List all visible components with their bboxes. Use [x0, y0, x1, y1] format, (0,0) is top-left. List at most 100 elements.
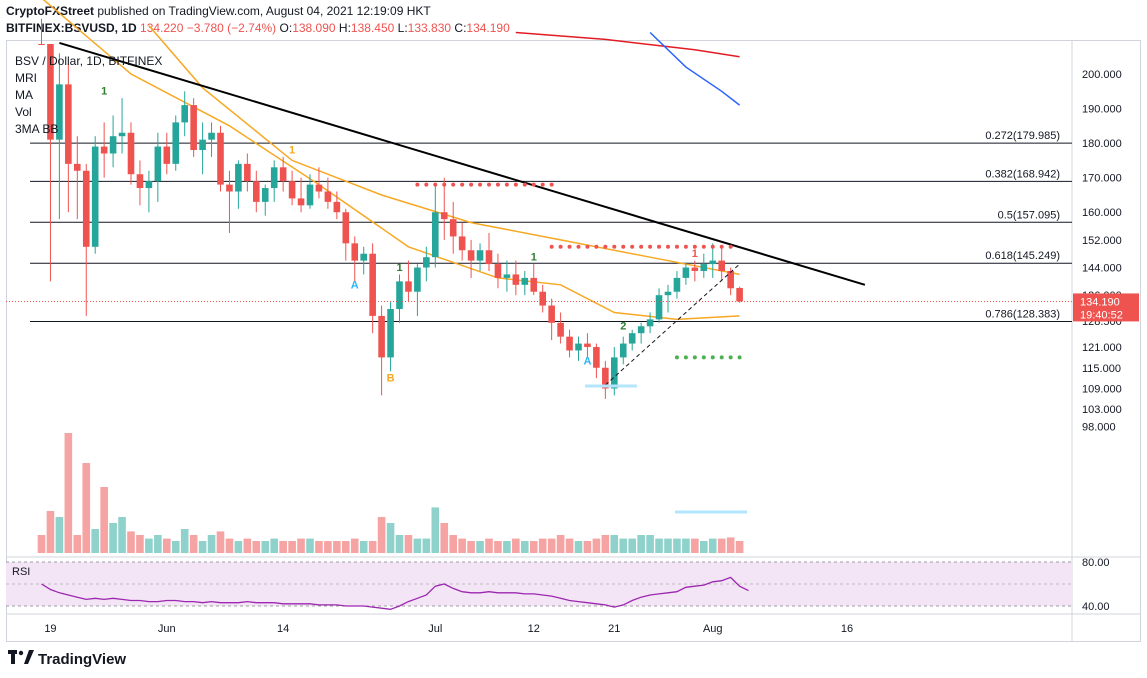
moving-average-orange_ma_short — [42, 0, 740, 321]
candle — [109, 136, 117, 154]
signal-marker: 1 — [692, 248, 698, 260]
candle — [548, 305, 555, 323]
dotted-level-dot — [719, 244, 724, 249]
volume-bar — [529, 541, 538, 553]
dotted-level-dot — [442, 182, 447, 187]
moving-average-red_ma — [515, 31, 740, 58]
rsi-axis-tick: 40.00 — [1082, 601, 1110, 613]
chart-frame[interactable] — [6, 40, 1141, 642]
volume-bar — [431, 507, 440, 553]
dotted-level-dot — [701, 355, 706, 360]
volume-bar — [404, 535, 413, 553]
volume-bar — [261, 541, 270, 553]
legend-vol[interactable]: Vol — [15, 105, 32, 119]
volume-bar — [350, 538, 359, 553]
volume-bar — [37, 535, 46, 553]
close-value: 134.190 — [466, 21, 510, 35]
volume-bar — [368, 541, 377, 553]
candle — [611, 357, 618, 389]
dotted-level-dot — [692, 244, 697, 249]
volume-bar — [225, 538, 234, 553]
signal-marker: 1 — [289, 144, 295, 156]
candle — [575, 343, 582, 351]
publisher-name[interactable]: CryptoFXStreet — [6, 4, 95, 18]
dotted-level-dot — [585, 244, 590, 249]
candle — [557, 322, 564, 337]
close-label: C: — [454, 21, 467, 35]
price-axis-tick: 144.000 — [1082, 263, 1122, 275]
volume-bar — [422, 538, 431, 553]
dotted-level-dot — [549, 182, 554, 187]
dotted-level-dot — [495, 182, 500, 187]
dotted-level-dot — [639, 244, 644, 249]
dotted-level-dot — [558, 244, 563, 249]
symbol-name: BITFINEX:BSVUSD, 1D — [6, 21, 137, 35]
candle — [226, 184, 233, 192]
volume-bar — [619, 538, 628, 553]
dotted-level-dot — [612, 244, 617, 249]
dotted-level-dot — [576, 244, 581, 249]
tradingview-logo-icon — [8, 650, 34, 668]
moving-average-orange_ma — [148, 25, 740, 276]
candle — [342, 212, 350, 244]
candle — [297, 198, 305, 206]
candle — [253, 181, 260, 202]
candle — [163, 146, 171, 164]
volume-bar — [55, 517, 64, 553]
low-value: 133.830 — [407, 21, 452, 35]
candle — [566, 336, 573, 351]
volume-bar — [279, 541, 287, 553]
candle — [414, 267, 421, 292]
dotted-level-dot — [674, 244, 679, 249]
time-axis-tick: 12 — [528, 623, 540, 635]
time-axis-tick: 14 — [277, 623, 289, 635]
candle — [136, 174, 144, 189]
volume-bar — [413, 538, 422, 553]
candle — [467, 250, 475, 261]
volume-bar — [574, 541, 583, 553]
candle — [208, 132, 215, 140]
legend-ma[interactable]: MA — [15, 88, 33, 102]
volume-bar — [377, 517, 386, 553]
volume-bar — [136, 535, 144, 553]
price-badge-countdown: 19:40:52 — [1080, 309, 1123, 321]
candle — [235, 163, 242, 192]
tradingview-footer[interactable]: TradingView — [8, 650, 126, 668]
candle — [387, 309, 394, 358]
price-axis-tick: 98.000 — [1082, 422, 1116, 434]
candle — [593, 347, 600, 368]
price-axis-tick: 109.000 — [1082, 383, 1122, 395]
dotted-level-dot — [433, 182, 438, 187]
volume-bar — [708, 538, 717, 553]
legend-mri[interactable]: MRI — [15, 71, 37, 85]
low-label: L: — [397, 21, 408, 35]
time-axis-tick: Jul — [428, 623, 442, 635]
candle — [82, 170, 90, 247]
last-price: 134.220 — [140, 21, 184, 35]
signal-marker: 1 — [531, 252, 537, 264]
signal-marker: B — [387, 373, 395, 385]
volume-bar — [395, 535, 404, 553]
fib-level-label: 0.382(168.942) — [985, 168, 1060, 180]
volume-bar — [610, 535, 619, 553]
candle — [655, 295, 663, 320]
ascending-support-line — [605, 263, 740, 386]
time-axis-tick: 16 — [841, 623, 853, 635]
price-axis-tick: 115.000 — [1082, 363, 1121, 375]
price-axis-tick: 152.000 — [1082, 235, 1122, 247]
volume-bar — [46, 511, 55, 553]
candle — [619, 343, 627, 358]
volume-bar — [216, 531, 225, 553]
dotted-level-dot — [728, 355, 733, 360]
candle — [315, 184, 323, 192]
volume-bar — [512, 538, 520, 553]
volume-bar — [243, 538, 252, 553]
price-axis-tick: 180.000 — [1082, 138, 1122, 150]
volume-bar — [700, 541, 708, 553]
candle — [47, 44, 54, 140]
legend-3ma-bb[interactable]: 3MA BB — [15, 122, 59, 136]
volume-bar — [127, 531, 135, 553]
volume-bar — [646, 535, 654, 553]
candle — [261, 188, 269, 202]
